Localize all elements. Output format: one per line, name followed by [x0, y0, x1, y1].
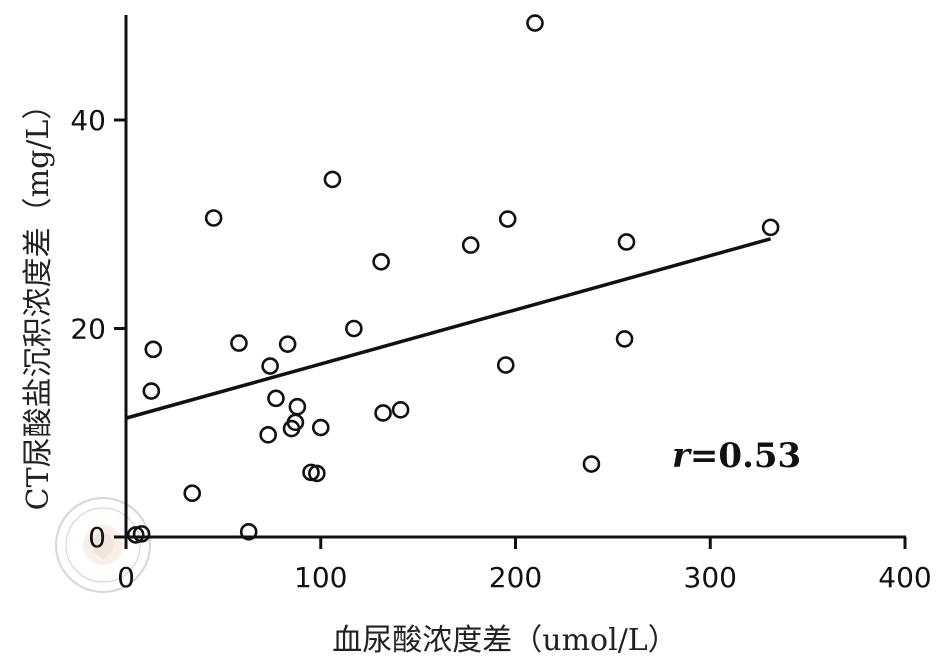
data-point: [615, 330, 634, 348]
y-axis-ticks: 0 20 40: [70, 104, 126, 554]
data-point: [323, 170, 342, 189]
data-point: [267, 389, 285, 408]
data-point: [617, 233, 636, 251]
data-point: [761, 218, 780, 237]
data-point: [374, 404, 392, 422]
data-point: [345, 319, 363, 338]
regression-line: [125, 237, 772, 420]
y-tick-label: 20: [70, 313, 106, 346]
y-axis-label: CT尿酸盐沉积浓度差（mg/L）: [21, 90, 56, 511]
data-point: [132, 525, 151, 543]
x-axis-ticks: 0 100 200 300 400: [117, 537, 932, 594]
data-points: [126, 14, 780, 544]
watermark-seal-icon: [55, 497, 151, 593]
data-point: [261, 357, 279, 375]
x-tick-label: 200: [489, 561, 542, 594]
y-tick-label: 0: [88, 521, 106, 554]
data-point: [372, 252, 390, 271]
correlation-symbol: r: [672, 436, 692, 476]
correlation-annotation: r=0.53: [672, 436, 801, 476]
data-point: [259, 426, 277, 444]
data-point: [461, 236, 480, 254]
x-tick-label: 100: [294, 561, 347, 594]
data-point: [311, 418, 330, 437]
data-point: [183, 484, 202, 503]
data-point: [204, 209, 223, 227]
data-point: [526, 14, 544, 32]
x-tick-label: 300: [684, 561, 737, 594]
data-point: [230, 334, 248, 352]
data-point: [496, 356, 515, 374]
x-tick-label: 400: [878, 561, 931, 594]
x-tick-label: 0: [117, 561, 135, 594]
data-point: [288, 397, 307, 416]
x-axis-label: 血尿酸浓度差（umol/L）: [332, 623, 677, 658]
y-tick-label: 40: [70, 104, 106, 137]
correlation-value: =0.53: [690, 436, 801, 476]
data-point: [278, 335, 297, 353]
data-point: [308, 464, 326, 483]
data-point: [142, 382, 161, 400]
data-point: [391, 401, 410, 419]
data-point: [582, 455, 601, 473]
data-point: [498, 210, 517, 228]
data-point: [239, 522, 258, 541]
data-point: [144, 340, 163, 359]
